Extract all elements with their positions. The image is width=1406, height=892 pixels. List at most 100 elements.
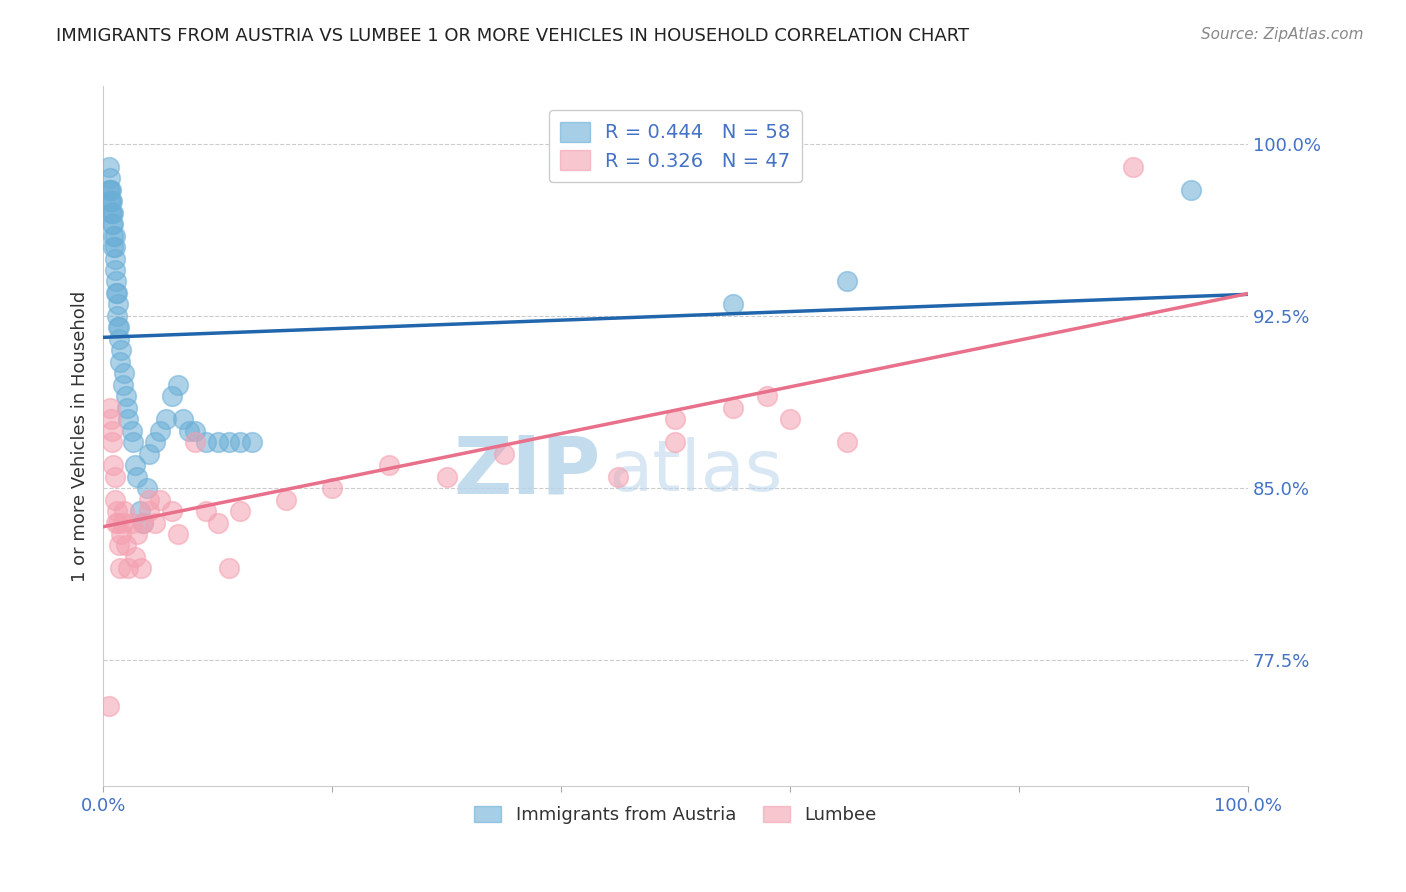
Legend: Immigrants from Austria, Lumbee: Immigrants from Austria, Lumbee <box>465 797 886 833</box>
Point <box>172 412 194 426</box>
Point <box>138 504 160 518</box>
Point <box>122 435 145 450</box>
Point <box>103 240 125 254</box>
Point <box>195 504 218 518</box>
Point <box>108 332 131 346</box>
Point <box>110 355 132 369</box>
Point <box>111 516 134 530</box>
Point <box>121 516 143 530</box>
Point <box>110 527 132 541</box>
Point <box>98 194 121 208</box>
Point <box>177 424 200 438</box>
Point <box>105 285 128 300</box>
Point <box>101 194 124 208</box>
Point <box>101 205 124 219</box>
Point <box>103 458 125 472</box>
Point <box>103 240 125 254</box>
Point <box>143 435 166 450</box>
Point <box>218 561 240 575</box>
Point <box>664 412 686 426</box>
Point <box>436 469 458 483</box>
Point <box>132 516 155 530</box>
Point <box>105 309 128 323</box>
Point <box>103 469 125 483</box>
Y-axis label: 1 or more Vehicles in Household: 1 or more Vehicles in Household <box>72 291 89 582</box>
Point <box>104 516 127 530</box>
Point <box>97 160 120 174</box>
Point <box>103 252 125 266</box>
Point <box>108 538 131 552</box>
Point <box>110 561 132 575</box>
Point <box>229 504 252 518</box>
Point <box>664 435 686 450</box>
Text: ZIP: ZIP <box>454 433 602 510</box>
Point <box>117 412 139 426</box>
Point <box>492 447 515 461</box>
Point <box>837 275 859 289</box>
Point <box>837 435 859 450</box>
Point <box>115 401 138 415</box>
Point <box>98 171 121 186</box>
Point <box>138 492 160 507</box>
Point <box>112 504 135 518</box>
Point <box>721 401 744 415</box>
Point <box>103 492 125 507</box>
Point <box>132 516 155 530</box>
Point <box>107 297 129 311</box>
Point <box>756 389 779 403</box>
Point <box>183 424 205 438</box>
Point <box>149 492 172 507</box>
Point <box>1180 183 1202 197</box>
Point <box>124 549 146 564</box>
Point <box>218 435 240 450</box>
Point <box>779 412 801 426</box>
Point <box>97 699 120 714</box>
Point <box>103 228 125 243</box>
Point <box>127 469 149 483</box>
Point <box>104 285 127 300</box>
Point <box>101 435 124 450</box>
Point <box>121 424 143 438</box>
Point <box>207 516 229 530</box>
Point <box>138 447 160 461</box>
Point <box>107 516 129 530</box>
Point <box>98 183 121 197</box>
Point <box>115 389 138 403</box>
Point <box>110 343 132 358</box>
Point <box>111 377 134 392</box>
Point <box>195 435 218 450</box>
Point <box>143 516 166 530</box>
Point <box>97 183 120 197</box>
Point <box>98 401 121 415</box>
Point <box>166 377 188 392</box>
Point <box>124 458 146 472</box>
Point <box>321 481 343 495</box>
Text: atlas: atlas <box>609 437 783 506</box>
Point <box>129 561 152 575</box>
Text: IMMIGRANTS FROM AUSTRIA VS LUMBEE 1 OR MORE VEHICLES IN HOUSEHOLD CORRELATION CH: IMMIGRANTS FROM AUSTRIA VS LUMBEE 1 OR M… <box>56 27 969 45</box>
Point <box>276 492 298 507</box>
Point <box>100 412 122 426</box>
Point <box>127 527 149 541</box>
Point <box>229 435 252 450</box>
Point <box>100 183 122 197</box>
Text: Source: ZipAtlas.com: Source: ZipAtlas.com <box>1201 27 1364 42</box>
Point <box>128 504 150 518</box>
Point <box>160 504 183 518</box>
Point <box>1122 160 1144 174</box>
Point <box>101 424 124 438</box>
Point <box>607 469 630 483</box>
Point <box>100 194 122 208</box>
Point <box>103 205 125 219</box>
Point <box>166 527 188 541</box>
Point <box>107 320 129 334</box>
Point <box>207 435 229 450</box>
Point <box>378 458 401 472</box>
Point <box>160 389 183 403</box>
Point <box>721 297 744 311</box>
Point <box>105 504 128 518</box>
Point <box>112 366 135 380</box>
Point <box>101 217 124 231</box>
Point <box>104 275 127 289</box>
Point <box>240 435 263 450</box>
